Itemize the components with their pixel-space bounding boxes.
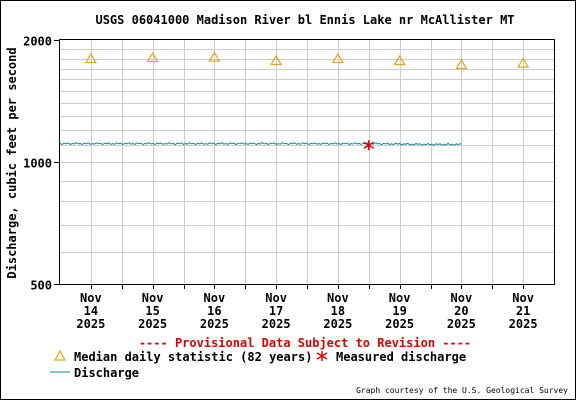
median-triangle	[208, 51, 221, 62]
median-triangle	[331, 52, 344, 64]
x-tick-day: 16	[207, 304, 221, 318]
series-marks	[59, 51, 530, 151]
x-tick-year: 2025	[262, 317, 291, 331]
legend-median-label: Median daily statistic (82 years)	[74, 350, 312, 364]
legend-median-triangle-icon	[53, 349, 67, 361]
graph-credit: Graph courtesy of the U.S. Geological Su…	[356, 386, 568, 395]
median-triangle	[393, 54, 406, 66]
x-tick-day: 14	[84, 304, 98, 318]
provisional-notice: ---- Provisional Data Subject to Revisio…	[139, 336, 471, 350]
legend-discharge-label: Discharge	[74, 366, 139, 380]
chart-title: USGS 06041000 Madison River bl Ennis Lak…	[95, 13, 514, 27]
x-tick-year: 2025	[138, 317, 167, 331]
x-tick-day: 21	[516, 304, 530, 318]
plot-area-border	[59, 39, 555, 285]
x-tick-month: Nov	[142, 291, 164, 305]
x-tick-year: 2025	[76, 317, 105, 331]
x-tick-day: 20	[454, 304, 468, 318]
x-tick-day: 19	[392, 304, 406, 318]
measured-asterisk	[363, 140, 375, 151]
median-triangle	[270, 54, 283, 66]
y-tick-label: 1000	[23, 157, 52, 171]
x-tick-year: 2025	[200, 317, 229, 331]
y-tick-labels: 500 1000 2000	[23, 35, 52, 293]
median-triangle	[146, 51, 159, 63]
x-tick-day: 17	[269, 304, 283, 318]
median-triangle	[84, 52, 97, 64]
median-triangle	[517, 57, 530, 68]
asterisk-stroke	[363, 141, 375, 149]
x-tick-month: Nov	[80, 291, 102, 305]
x-tick-month: Nov	[451, 291, 473, 305]
discharge-line	[59, 142, 462, 146]
x-tick-month: Nov	[512, 291, 534, 305]
x-tick-year: 2025	[385, 317, 414, 331]
x-tick-labels: Nov142025Nov152025Nov162025Nov172025Nov1…	[76, 291, 537, 331]
legend: Median daily statistic (82 years) Measur…	[50, 349, 466, 380]
x-tick-day: 15	[145, 304, 159, 318]
x-tick-day: 18	[331, 304, 345, 318]
x-tick-year: 2025	[509, 317, 538, 331]
x-tick-month: Nov	[327, 291, 349, 305]
median-triangle	[455, 58, 468, 70]
y-axis-label: Discharge, cubic feet per second	[5, 47, 19, 278]
legend-measured-asterisk-icon	[316, 351, 328, 361]
legend-measured-label: Measured discharge	[336, 350, 466, 364]
y-tick-label: 500	[30, 279, 52, 293]
y-tick-label: 2000	[23, 35, 52, 49]
gridlines	[60, 40, 554, 284]
x-tick-month: Nov	[389, 291, 411, 305]
x-tick-month: Nov	[204, 291, 226, 305]
x-tick-month: Nov	[265, 291, 287, 305]
x-tick-year: 2025	[323, 317, 352, 331]
x-tick-year: 2025	[447, 317, 476, 331]
